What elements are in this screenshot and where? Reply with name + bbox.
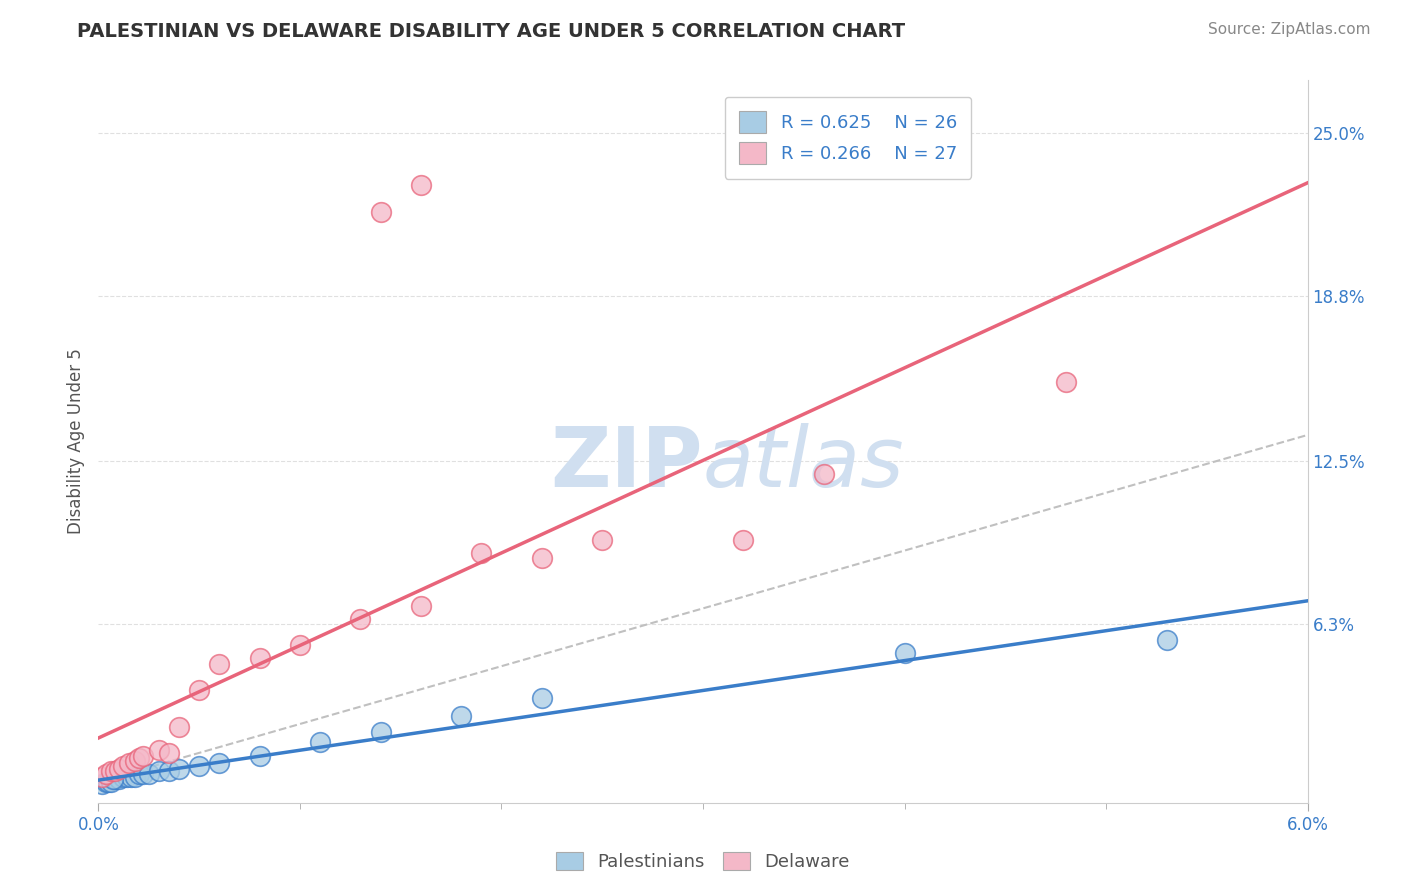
Point <box>107 762 129 776</box>
Point <box>1054 376 1077 390</box>
Point <box>101 772 124 786</box>
Y-axis label: Disability Age Under 5: Disability Age Under 5 <box>66 349 84 534</box>
Point <box>409 178 432 193</box>
Point <box>530 690 553 705</box>
Text: Source: ZipAtlas.com: Source: ZipAtlas.com <box>1208 22 1371 37</box>
Point <box>97 774 120 789</box>
Point <box>288 638 311 652</box>
Point <box>349 612 371 626</box>
Text: atlas: atlas <box>703 423 904 504</box>
Text: PALESTINIAN VS DELAWARE DISABILITY AGE UNDER 5 CORRELATION CHART: PALESTINIAN VS DELAWARE DISABILITY AGE U… <box>77 22 905 41</box>
Point <box>132 767 155 781</box>
Point <box>132 748 155 763</box>
Point <box>96 774 118 789</box>
Point <box>733 533 755 547</box>
Point <box>893 646 915 660</box>
Point <box>96 767 118 781</box>
Point <box>167 762 190 776</box>
Point <box>107 772 129 786</box>
Point <box>309 735 332 749</box>
Point <box>370 204 392 219</box>
Point <box>91 770 114 784</box>
Point <box>530 551 553 566</box>
Point <box>148 743 170 757</box>
Point <box>249 748 271 763</box>
Point <box>249 651 271 665</box>
Point <box>100 764 122 779</box>
Point <box>115 770 138 784</box>
Point <box>124 770 146 784</box>
Point <box>111 759 134 773</box>
Point <box>103 764 125 779</box>
Point <box>128 767 150 781</box>
Point <box>91 777 114 791</box>
Point <box>157 746 180 760</box>
Point <box>157 764 180 779</box>
Point <box>167 720 190 734</box>
Point <box>591 533 613 547</box>
Point <box>118 756 141 771</box>
Point <box>138 767 160 781</box>
Point <box>409 599 432 613</box>
Point <box>470 546 492 560</box>
Point <box>103 772 125 786</box>
Legend: R = 0.625    N = 26, R = 0.266    N = 27: R = 0.625 N = 26, R = 0.266 N = 27 <box>724 96 972 178</box>
Point <box>370 724 392 739</box>
Point <box>813 467 835 482</box>
Point <box>188 759 211 773</box>
Point <box>208 657 231 671</box>
Point <box>120 770 142 784</box>
Point <box>450 709 472 723</box>
Text: ZIP: ZIP <box>551 423 703 504</box>
Point <box>128 751 150 765</box>
Point <box>188 682 211 697</box>
Point <box>1156 632 1178 647</box>
Point <box>100 774 122 789</box>
Point <box>111 770 134 784</box>
Point <box>148 764 170 779</box>
Point <box>124 754 146 768</box>
Legend: Palestinians, Delaware: Palestinians, Delaware <box>548 845 858 879</box>
Point <box>208 756 231 771</box>
